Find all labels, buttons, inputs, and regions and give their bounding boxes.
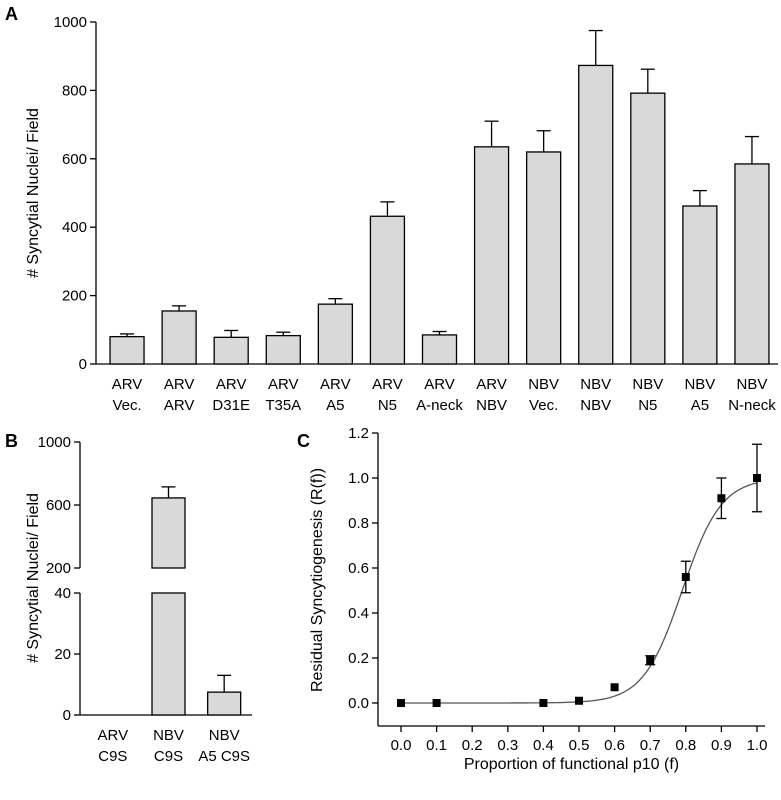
y-axis-title: Residual Syncytiogenesis (R(f)) xyxy=(309,468,326,692)
category-label: N5 xyxy=(378,397,397,414)
data-point xyxy=(397,699,405,707)
y-tick-label: 200 xyxy=(62,288,87,305)
x-tick-label: 0.0 xyxy=(391,737,412,754)
category-label: NBV xyxy=(684,376,715,393)
category-label: ARV xyxy=(320,376,351,393)
category-label: C9S xyxy=(154,748,183,765)
bar-lower xyxy=(151,592,186,716)
category-label: N-neck xyxy=(728,397,776,414)
panel-a-letter: A xyxy=(5,4,18,24)
y-tick-label: 600 xyxy=(62,151,87,168)
category-label: NBV xyxy=(153,727,184,744)
bar xyxy=(317,303,353,365)
x-tick-label: 0.8 xyxy=(675,737,696,754)
y-tick-label: 40 xyxy=(54,585,71,602)
bar-upper xyxy=(151,497,186,569)
category-label: T35A xyxy=(265,397,301,414)
y-tick-label: 0 xyxy=(79,356,87,373)
bar xyxy=(109,335,145,365)
x-tick-label: 0.4 xyxy=(533,737,554,754)
y-tick-label: 1000 xyxy=(54,14,87,31)
x-tick-label: 0.9 xyxy=(711,737,732,754)
x-tick-label: 0.1 xyxy=(426,737,447,754)
category-label: ARV xyxy=(216,376,247,393)
data-point xyxy=(575,696,583,705)
category-label: ARV xyxy=(112,376,143,393)
panel-b: B 0 20 40 200 600 1000 # Syncytial Nuclei/ Fiel… xyxy=(5,431,252,765)
y-tick-label: 0.6 xyxy=(348,560,369,577)
y-axis-title: # Syncytial Nuclei/ Field xyxy=(25,493,42,663)
category-label: C9S xyxy=(98,748,127,765)
x-tick-label: 0.2 xyxy=(462,737,483,754)
panel-b-letter: B xyxy=(5,431,18,451)
data-point xyxy=(681,573,690,581)
category-label: ARV xyxy=(98,727,129,744)
bar xyxy=(213,336,249,365)
y-tick-label: 1000 xyxy=(38,434,71,451)
y-tick-label: 0.0 xyxy=(348,695,369,712)
category-label: A-neck xyxy=(416,397,463,414)
y-tick-label: 600 xyxy=(46,497,71,514)
bar xyxy=(265,334,301,365)
bar xyxy=(421,334,458,365)
category-label: NBV xyxy=(476,397,507,414)
y-tick-label: 1.0 xyxy=(348,470,369,487)
category-label: ARV xyxy=(164,376,195,393)
category-label: ARV xyxy=(164,397,195,414)
y-tick-label: 0.8 xyxy=(348,515,369,532)
category-label: NBV xyxy=(209,727,240,744)
category-label: NBV xyxy=(580,376,611,393)
data-point xyxy=(432,699,441,707)
y-tick-label: 800 xyxy=(62,82,87,99)
bar xyxy=(473,146,510,365)
data-point xyxy=(717,494,726,503)
x-tick-label: 0.3 xyxy=(497,737,518,754)
y-tick-label: 0.2 xyxy=(348,650,369,667)
panel-c-letter: C xyxy=(297,431,310,451)
data-point xyxy=(753,474,761,482)
bar xyxy=(207,691,242,716)
y-tick-label: 1.2 xyxy=(348,425,369,442)
bar xyxy=(630,92,666,365)
data-point xyxy=(610,683,619,692)
panel-c: C 0.0 0.2 0.4 0.6 0.8 1.0 1.2 0.0 0.1 0.2 0.3 0.4 0.5… xyxy=(297,425,767,773)
category-label: A5 xyxy=(691,397,709,414)
data-point xyxy=(539,699,548,707)
bar xyxy=(682,205,718,365)
bar xyxy=(369,215,406,365)
panel-a: A 0 200 400 600 800 1000 # Syncytial Nuclei/ Fi… xyxy=(5,4,778,414)
category-label: Vec. xyxy=(529,397,558,414)
category-label: NBV xyxy=(528,376,559,393)
category-label: NBV xyxy=(632,376,663,393)
bar xyxy=(526,151,562,365)
x-axis-title: Proportion of functional p10 (f) xyxy=(464,756,679,773)
data-point xyxy=(646,656,655,665)
category-label: A5 C9S xyxy=(198,748,250,765)
category-label: D31E xyxy=(212,397,250,414)
category-label: NBV xyxy=(580,397,611,414)
y-axis-title: # Syncytial Nuclei/ Field xyxy=(25,108,42,278)
category-label: N5 xyxy=(638,397,657,414)
fit-curve xyxy=(401,482,758,704)
category-label: NBV xyxy=(737,376,768,393)
y-tick-label: 200 xyxy=(46,560,71,577)
x-tick-label: 1.0 xyxy=(747,737,768,754)
x-tick-label: 0.6 xyxy=(604,737,625,754)
x-tick-label: 0.7 xyxy=(640,737,661,754)
y-tick-label: 400 xyxy=(62,219,87,236)
y-tick-label: 20 xyxy=(54,646,71,663)
category-label: ARV xyxy=(372,376,403,393)
category-label: ARV xyxy=(424,376,455,393)
category-label: ARV xyxy=(476,376,507,393)
bar xyxy=(161,310,197,365)
category-label: ARV xyxy=(268,376,299,393)
y-tick-label: 0 xyxy=(63,707,71,724)
bar xyxy=(578,64,614,365)
y-tick-label: 0.4 xyxy=(348,605,369,622)
bar xyxy=(734,163,770,365)
category-label: Vec. xyxy=(112,397,141,414)
x-tick-label: 0.5 xyxy=(569,737,590,754)
category-label: A5 xyxy=(326,397,344,414)
